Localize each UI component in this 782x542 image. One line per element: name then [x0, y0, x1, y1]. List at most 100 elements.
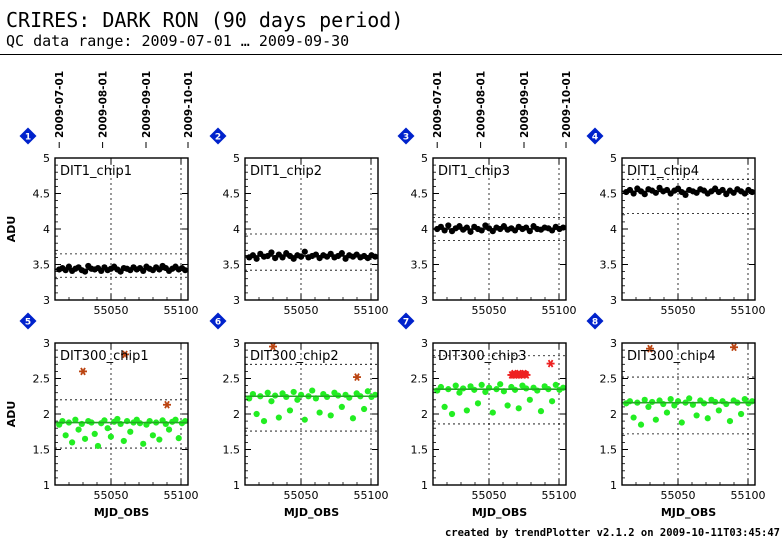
y-tick-label: 1.5: [33, 444, 51, 457]
y-tick-label: 4.5: [600, 188, 618, 201]
panel-badge-number: 2: [215, 133, 221, 143]
date-tick-label: 2009-09-01: [519, 71, 531, 138]
data-point: [72, 416, 79, 423]
data-point: [693, 412, 700, 419]
y-tick-label: 4.5: [411, 188, 429, 201]
data-point: [309, 387, 316, 394]
plot-frame: [54, 342, 189, 486]
data-point: [715, 407, 722, 414]
panel-title: DIT1_chip3: [438, 164, 510, 179]
data-point: [504, 402, 511, 409]
panel-badge-icon: [586, 312, 604, 330]
outlier-marker: [730, 343, 738, 352]
data-point: [149, 432, 156, 439]
data-point: [445, 222, 452, 229]
data-point: [704, 415, 711, 422]
y-tick-label: 3.5: [600, 259, 618, 272]
data-point: [81, 435, 89, 442]
y-tick-label: 1: [43, 479, 50, 492]
data-point: [91, 430, 98, 437]
panel-badge-number: 1: [25, 133, 31, 143]
panel-badge-icon: [397, 127, 415, 145]
y-tick-label: 1.5: [223, 444, 241, 457]
outlier-marker: [269, 342, 277, 351]
panel-badge-number: 5: [25, 318, 31, 328]
data-point: [489, 409, 496, 416]
y-tick-label: 5: [421, 152, 428, 165]
date-tick-label: 2009-08-01: [98, 71, 110, 138]
y-tick-label: 3: [421, 294, 428, 307]
data-point: [260, 418, 268, 425]
date-tick-label: 2009-07-01: [432, 71, 444, 138]
x-tick-label: 55050: [472, 489, 507, 502]
y-tick-label: 3: [610, 294, 617, 307]
data-point: [482, 388, 489, 396]
data-point: [104, 425, 111, 432]
data-point: [645, 403, 652, 410]
outlier-marker: [121, 350, 129, 359]
data-point: [467, 228, 474, 235]
data-point: [671, 402, 678, 409]
x-tick-label: 55100: [164, 304, 199, 317]
y-tick-label: 1.5: [411, 444, 429, 457]
data-point: [120, 437, 127, 445]
y-tick-label: 2: [421, 408, 428, 421]
y-tick-label: 1: [421, 479, 428, 492]
data-point: [301, 416, 308, 423]
data-point: [364, 388, 371, 395]
data-point: [338, 250, 345, 257]
x-tick-label: 55100: [354, 304, 389, 317]
y-tick-label: 4: [421, 223, 428, 236]
data-point: [641, 191, 648, 198]
data-point: [441, 403, 448, 410]
panel-badge-icon: [209, 127, 227, 145]
y-tick-label: 2: [233, 408, 240, 421]
data-point: [338, 403, 345, 410]
data-point: [452, 382, 459, 389]
x-tick-label: 55050: [284, 489, 319, 502]
y-tick-label: 5: [233, 152, 240, 165]
y-tick-label: 4: [43, 223, 50, 236]
data-point: [165, 426, 173, 433]
data-point: [253, 410, 260, 418]
panel-title: DIT300_chip3: [438, 349, 527, 364]
data-point: [268, 398, 275, 405]
data-point: [316, 409, 323, 416]
data-point: [360, 405, 368, 413]
y-tick-label: 3: [421, 337, 428, 350]
x-tick-label: 55100: [542, 304, 577, 317]
data-point: [127, 428, 134, 435]
data-point: [140, 440, 147, 447]
data-point: [69, 439, 76, 446]
data-point: [641, 396, 648, 403]
x-tick-label: 55100: [354, 489, 389, 502]
data-point: [526, 396, 533, 403]
panel-badge-number: 3: [403, 133, 409, 143]
y-tick-label: 2.5: [411, 373, 429, 386]
header-divider: [0, 54, 782, 55]
footer-credit: created by trendPlotter v2.1.2 on 2009-1…: [444, 527, 780, 539]
date-tick-label: 2009-07-01: [54, 71, 66, 138]
page-subtitle: QC data range: 2009-07-01 … 2009-09-30: [6, 32, 350, 50]
data-point: [65, 263, 72, 270]
data-point: [75, 426, 82, 433]
x-tick-label: 55100: [731, 304, 766, 317]
y-tick-label: 4: [610, 223, 617, 236]
panel-badge-icon: [209, 312, 227, 330]
panel-title: DIT1_chip2: [250, 164, 322, 179]
panel-badge-number: 6: [215, 318, 221, 328]
panel-title: DIT300_chip4: [627, 349, 716, 364]
x-axis-label: MJD_OBS: [472, 506, 527, 519]
data-point: [463, 407, 470, 414]
data-point: [682, 191, 689, 199]
data-point: [264, 389, 271, 396]
data-point: [94, 442, 102, 450]
x-axis-label: MJD_OBS: [661, 506, 716, 519]
data-point: [497, 381, 504, 388]
data-point: [349, 415, 357, 422]
x-tick-label: 55100: [542, 489, 577, 502]
x-tick-label: 55100: [164, 489, 199, 502]
data-point: [726, 418, 734, 425]
outlier-marker: [546, 359, 555, 368]
